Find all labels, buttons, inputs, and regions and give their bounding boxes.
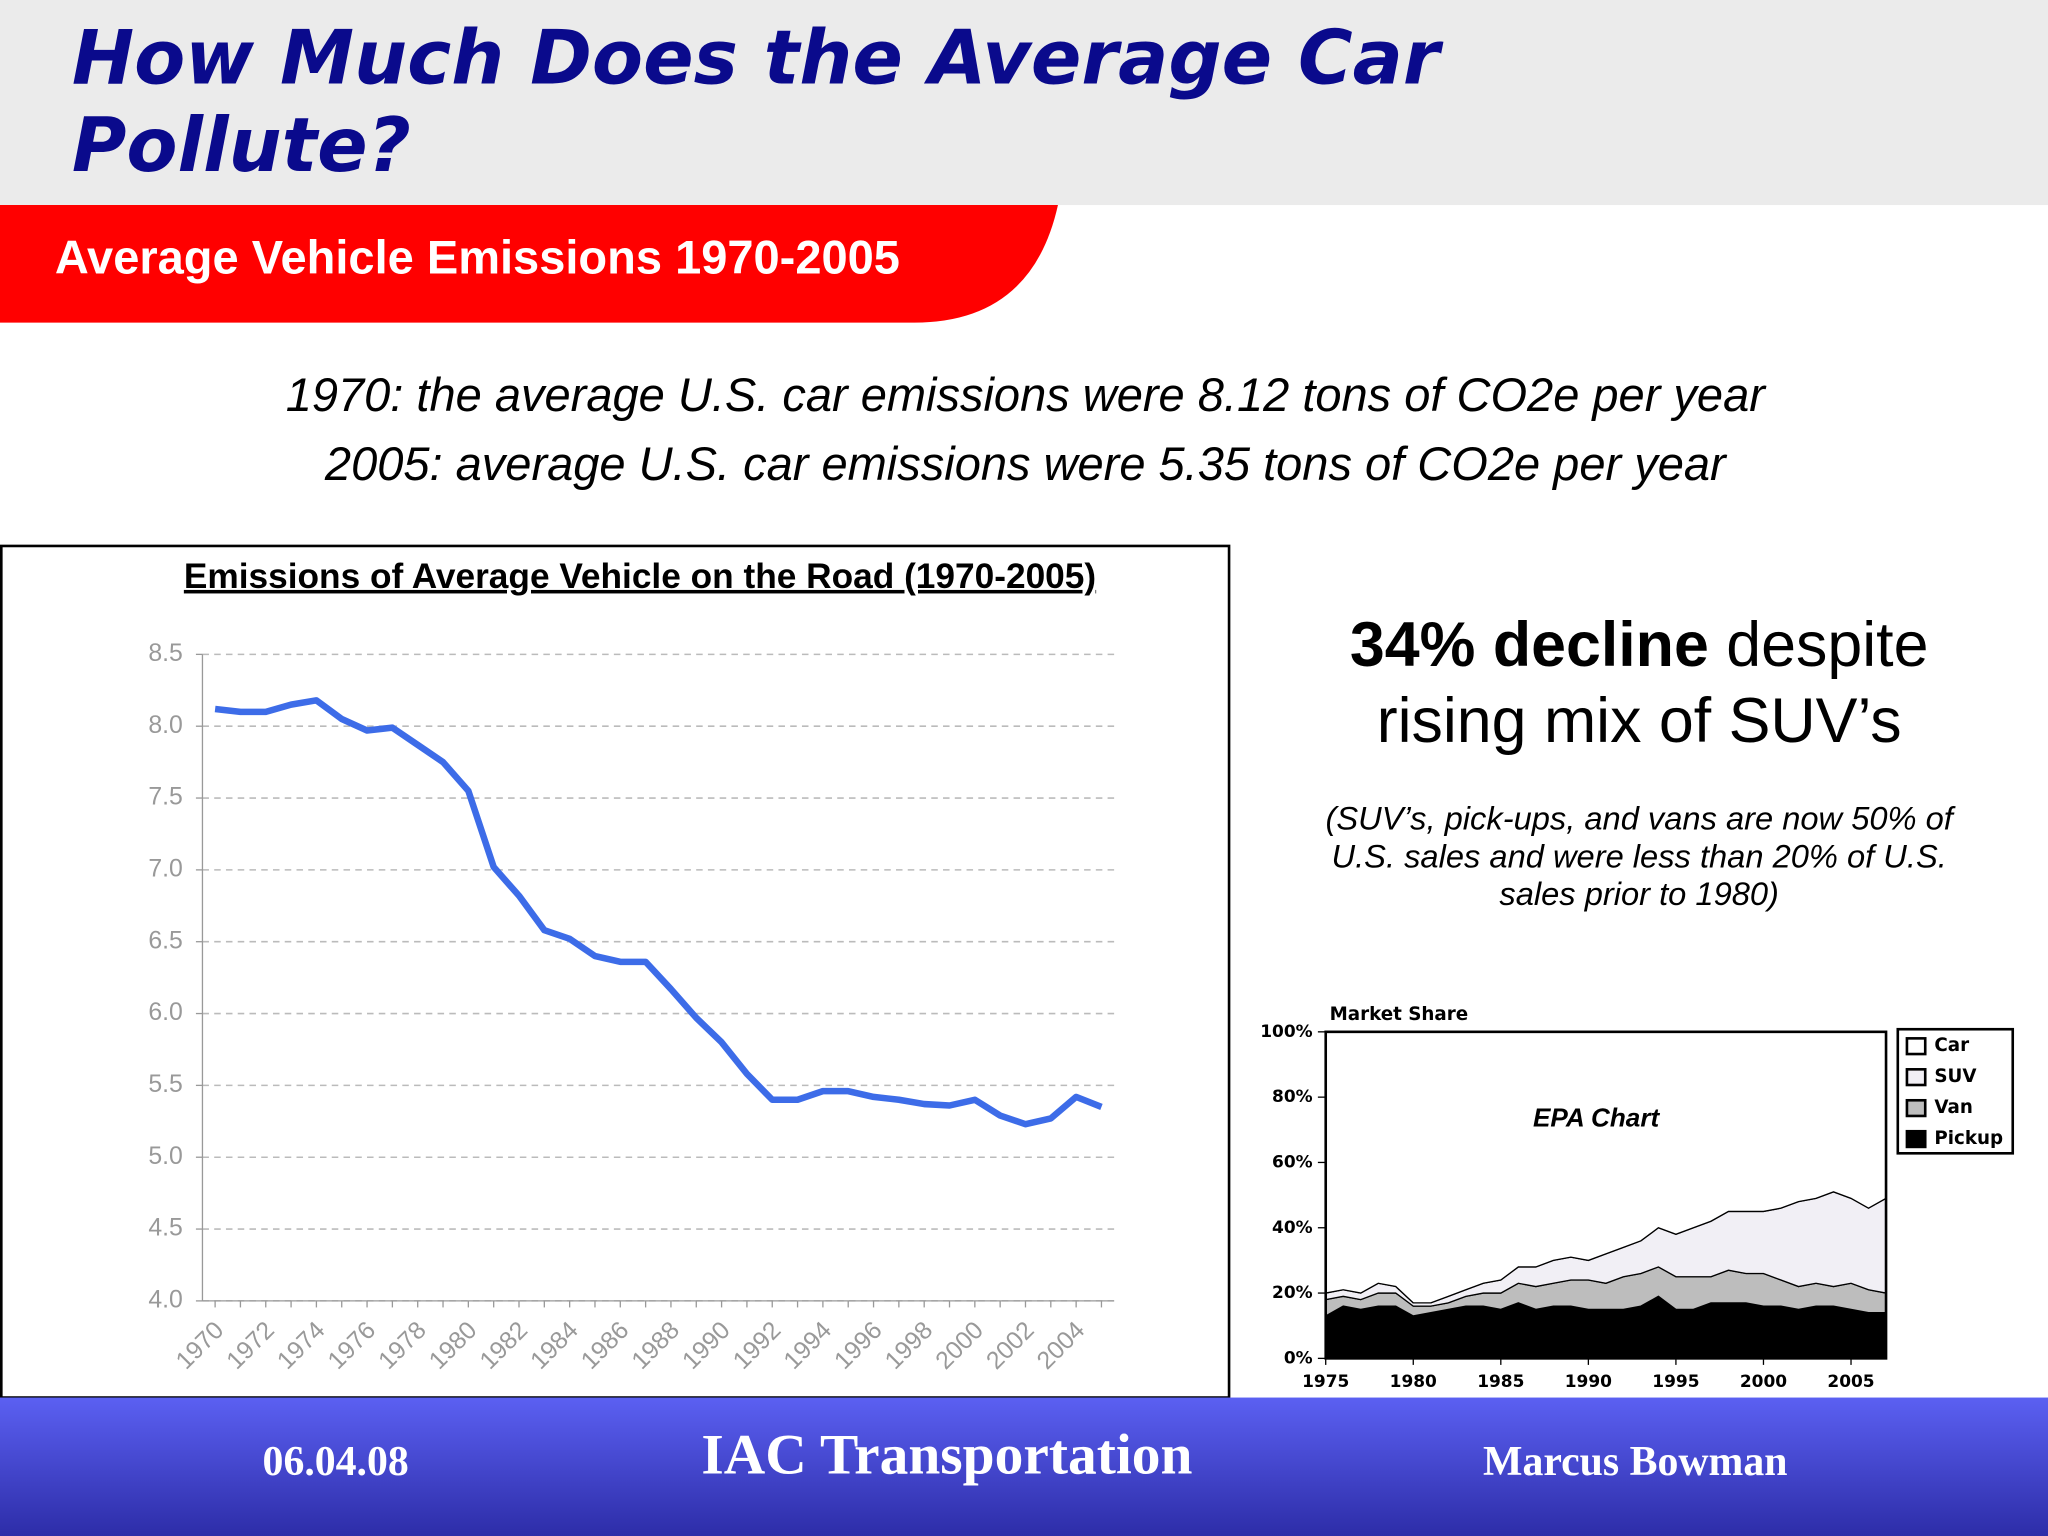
annotation: EPA Chart (1533, 1102, 1661, 1132)
y-tick-label: 7.5 (148, 784, 182, 811)
data-line (214, 697, 1103, 1128)
footer-author: Marcus Bowman (1483, 1439, 1787, 1485)
callout-note: (SUV’s, pick-ups, and vans are now 50% o… (1325, 800, 1953, 913)
footer-band (0, 1397, 2048, 1536)
y-tick-label: 60% (1272, 1152, 1313, 1172)
y-tick-label: 5.5 (148, 1071, 182, 1098)
x-tick-label: 1985 (1477, 1372, 1524, 1392)
header-band (0, 0, 2048, 206)
legend-swatch (1905, 1037, 1927, 1056)
callout-text: despite rising mix of SUV’s (1376, 611, 1929, 757)
y-tick-label: 4.5 (148, 1215, 182, 1242)
plot-frame (1324, 1030, 1888, 1360)
y-tick-label: 0% (1284, 1348, 1313, 1368)
chart-title: Emissions of Average Vehicle on the Road… (184, 557, 1096, 596)
y-tick-label: 4.0 (148, 1286, 182, 1313)
slide-title: How Much Does the Average Car Pollute? (71, 15, 1440, 190)
banner-text: Average Vehicle Emissions 1970-2005 (55, 231, 900, 284)
y-tick-label: 20% (1272, 1283, 1313, 1303)
callout-bold: 34% decline (1349, 611, 1709, 681)
legend-swatch (1905, 1098, 1927, 1118)
x-tick-label: 1980 (1390, 1372, 1437, 1392)
callout: 34% decline despite rising mix of SUV’s (1287, 609, 1992, 761)
footer-org: IAC Transportation (701, 1423, 1192, 1486)
y-tick-label: 100% (1260, 1022, 1312, 1042)
y-tick-label: 6.5 (148, 927, 182, 954)
y-tick-label: 6.0 (148, 999, 182, 1026)
chart-frame (0, 544, 1231, 1399)
statement: 2005: average U.S. car emissions were 5.… (324, 437, 1728, 490)
x-tick-label: 2000 (1740, 1372, 1787, 1392)
banner (0, 205, 1058, 323)
footer-date: 06.04.08 (263, 1439, 409, 1485)
y-tick-label: 7.0 (148, 855, 182, 882)
legend-label: Van (1934, 1097, 1972, 1118)
x-tick-label: 1975 (1302, 1372, 1349, 1392)
legend-swatch (1905, 1068, 1927, 1087)
x-tick-label: 1995 (1652, 1372, 1699, 1392)
y-tick-label: 80% (1272, 1087, 1313, 1107)
x-tick-label: 2005 (1827, 1372, 1874, 1392)
y-tick-label: 8.0 (148, 712, 182, 739)
y-tick-label: 40% (1272, 1218, 1313, 1238)
legend-label: Pickup (1934, 1128, 2003, 1149)
legend-label: Car (1934, 1035, 1969, 1056)
chart-title: Market Share (1330, 1004, 1469, 1025)
y-tick-label: 5.0 (148, 1143, 182, 1170)
legend-swatch (1905, 1129, 1927, 1149)
x-tick-label: 1990 (1565, 1372, 1612, 1392)
legend-label: SUV (1934, 1066, 1977, 1087)
statement: 1970: the average U.S. car emissions wer… (286, 368, 1767, 421)
y-tick-label: 8.5 (148, 640, 182, 667)
